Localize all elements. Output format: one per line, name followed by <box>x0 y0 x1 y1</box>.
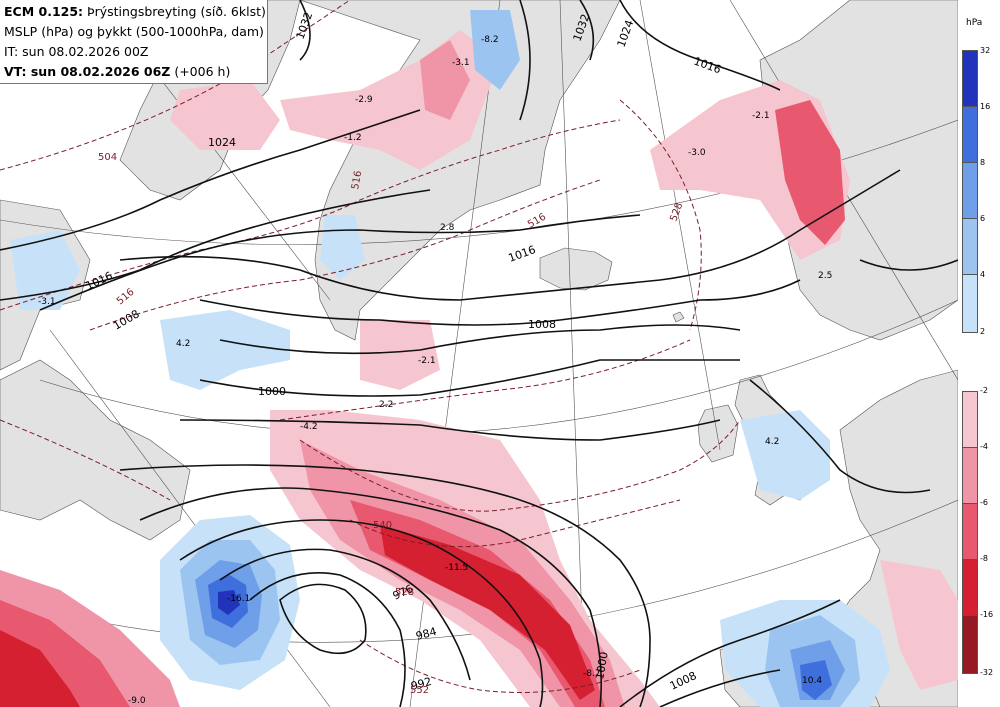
value-label: -3.0 <box>688 148 706 158</box>
isobar-label: 1024 <box>615 18 637 49</box>
legend-rise-swatch <box>963 275 977 332</box>
thickness-contours <box>0 0 741 693</box>
isobar-label: 1008 <box>668 669 699 693</box>
legend-fall-swatch <box>963 504 977 560</box>
thickness-label: 504 <box>98 152 117 163</box>
legend-rise-swatch <box>963 107 977 163</box>
value-label: 4.2 <box>765 437 779 447</box>
value-label: -9.0 <box>128 696 146 706</box>
legend-tick: -16 <box>980 610 994 619</box>
legend-tick: 2 <box>980 327 986 336</box>
weather-map: 1032 1024 1016 1016 1008 1000 1008 1016 … <box>0 0 958 707</box>
fall-area-sw-3 <box>0 630 80 707</box>
isobar-label: 1016 <box>692 55 723 77</box>
rise-area-low-5 <box>218 590 240 615</box>
legend-unit: hPa <box>966 18 983 28</box>
legend-tick: 16 <box>980 102 991 111</box>
legend-fall-swatch <box>963 392 977 448</box>
map-title-box: ECM 0.125: Þrýstingsbreyting (síð. 6klst… <box>0 0 268 84</box>
title-model-line: ECM 0.125: Þrýstingsbreyting (síð. 6klst… <box>4 2 266 22</box>
land-iceland <box>539 247 613 291</box>
legend-tick: -2 <box>980 386 988 395</box>
fall-area-greenland-2 <box>420 40 470 120</box>
legend-tick: 32 <box>980 46 991 55</box>
fall-area-norway <box>775 100 845 245</box>
legend-rise-swatch <box>963 51 977 107</box>
fall-area-main-4 <box>380 525 595 700</box>
legend-rise-bar <box>962 50 978 333</box>
legend-fall-swatch <box>963 448 977 504</box>
value-label: -8.2 <box>481 35 499 45</box>
rise-area-labrador <box>160 310 290 390</box>
thickness-label: 516 <box>350 170 364 191</box>
legend-tick: -6 <box>980 498 988 507</box>
title-init-time: IT: sun 08.02.2026 00Z <box>4 44 149 59</box>
title-fields: MSLP (hPa) og þykkt (500-1000hPa, dam) <box>4 24 264 39</box>
legend-rise-swatch <box>963 163 977 219</box>
isobar-label: 1016 <box>84 269 115 293</box>
title-product: Þrýstingsbreyting (síð. 6klst) <box>83 4 266 19</box>
title-model: ECM 0.125: <box>4 4 84 19</box>
isobar-label: 1024 <box>208 136 236 149</box>
isobar-label: 984 <box>414 625 438 643</box>
land-ireland <box>697 404 739 463</box>
value-label: -1.2 <box>344 133 362 143</box>
legend-tick: 4 <box>980 270 986 279</box>
isobar-label: 1000 <box>593 651 611 681</box>
legend-tick: 6 <box>980 214 986 223</box>
value-label: 2.8 <box>440 223 455 233</box>
thickness-label: 552 <box>410 685 429 696</box>
thickness-label: 516 <box>115 287 137 308</box>
value-label: -8.7 <box>583 669 601 679</box>
title-valid-time-line: VT: sun 08.02.2026 06Z (+006 h) <box>4 62 263 82</box>
legend-fall-bar <box>962 391 978 674</box>
value-label: -16.1 <box>227 594 250 604</box>
map-canvas: 1032 1024 1016 1016 1008 1000 1008 1016 … <box>0 0 958 707</box>
pressure-fall-shading <box>0 30 958 707</box>
value-label: -4.2 <box>300 422 318 432</box>
isobar-label: 1016 <box>507 243 538 265</box>
legend-rise-swatch <box>963 219 977 275</box>
land-faroes <box>672 311 685 323</box>
value-label: -3.1 <box>38 297 56 307</box>
isobar-label: 1008 <box>528 318 556 331</box>
rise-area-uk <box>740 410 830 500</box>
value-label: 2.2 <box>379 400 393 410</box>
rise-area-greenland <box>470 10 520 90</box>
thickness-label: 528 <box>395 587 414 598</box>
fall-area-top <box>170 80 280 150</box>
isobar-label: 1008 <box>111 307 142 332</box>
title-valid-time: VT: sun 08.02.2026 06Z <box>4 64 171 79</box>
value-label: -3.1 <box>452 58 470 68</box>
value-label: -2.9 <box>355 95 373 105</box>
rise-area-france-4 <box>800 660 832 700</box>
land-labrador <box>0 359 191 541</box>
legend-tick: 8 <box>980 158 986 167</box>
fall-area-iberia <box>880 560 958 690</box>
isobar-label: 1000 <box>258 385 286 398</box>
isobar-label: 992 <box>409 675 433 693</box>
color-legend: hPa 32 16 8 6 4 2 -2 -4 -6 -8 -16 -32 <box>958 0 1000 707</box>
legend-fall-swatch <box>963 616 977 673</box>
thickness-label: 540 <box>373 520 392 531</box>
title-lead-time: (+006 h) <box>170 64 231 79</box>
value-label: -2.1 <box>752 111 770 121</box>
isobars <box>0 0 958 707</box>
value-label: 10.4 <box>802 676 822 686</box>
value-label: -2.1 <box>418 356 436 366</box>
fall-area-iceland-s <box>360 320 440 390</box>
value-label: -11.5 <box>445 563 468 573</box>
legend-fall-swatch <box>963 560 977 616</box>
value-label: 4.2 <box>176 339 190 349</box>
legend-tick: -32 <box>980 668 994 677</box>
value-label-group: -8.2 -3.1 -2.9 -1.2 2.8 -2.1 -3.0 2.5 4.… <box>38 35 832 706</box>
legend-tick: -8 <box>980 554 988 563</box>
legend-tick: -4 <box>980 442 988 451</box>
value-label: 2.5 <box>818 271 832 281</box>
